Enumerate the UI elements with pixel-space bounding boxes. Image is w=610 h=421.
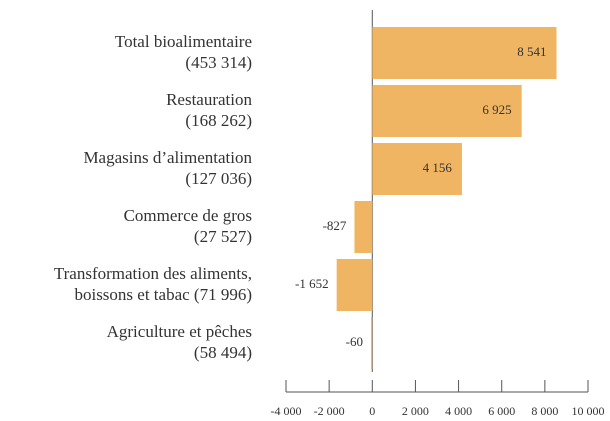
category-label: (453 314) <box>185 53 252 72</box>
category-label: Restauration <box>166 90 252 109</box>
bar <box>372 143 462 195</box>
category-label: Commerce de gros <box>124 206 252 225</box>
x-tick-label: 2 000 <box>402 404 429 418</box>
value-label: 4 156 <box>423 160 453 175</box>
bar <box>372 85 522 137</box>
category-label: (58 494) <box>194 343 252 362</box>
category-label: Transformation des aliments, <box>54 264 252 283</box>
bar <box>370 317 373 369</box>
category-label: Magasins d’alimentation <box>83 148 252 167</box>
value-label: -60 <box>346 334 363 349</box>
value-label: -827 <box>323 218 347 233</box>
x-tick-label: 4 000 <box>445 404 472 418</box>
bar <box>372 27 557 79</box>
category-label: Total bioalimentaire <box>115 32 252 51</box>
category-label: (168 262) <box>185 111 252 130</box>
bar <box>336 259 373 311</box>
x-tick-label: 0 <box>369 404 375 418</box>
category-label: (127 036) <box>185 169 252 188</box>
x-tick-label: 6 000 <box>488 404 515 418</box>
bar <box>354 201 373 253</box>
category-label: Agriculture et pêches <box>107 322 252 341</box>
value-label: -1 652 <box>295 276 329 291</box>
category-label: boissons et tabac (71 996) <box>74 285 252 304</box>
x-tick-label: -4 000 <box>271 404 302 418</box>
category-label: (27 527) <box>194 227 252 246</box>
value-label: 8 541 <box>517 44 546 59</box>
x-tick-label: -2 000 <box>314 404 345 418</box>
x-tick-label: 8 000 <box>531 404 558 418</box>
x-tick-label: 10 000 <box>572 404 605 418</box>
value-label: 6 925 <box>482 102 511 117</box>
